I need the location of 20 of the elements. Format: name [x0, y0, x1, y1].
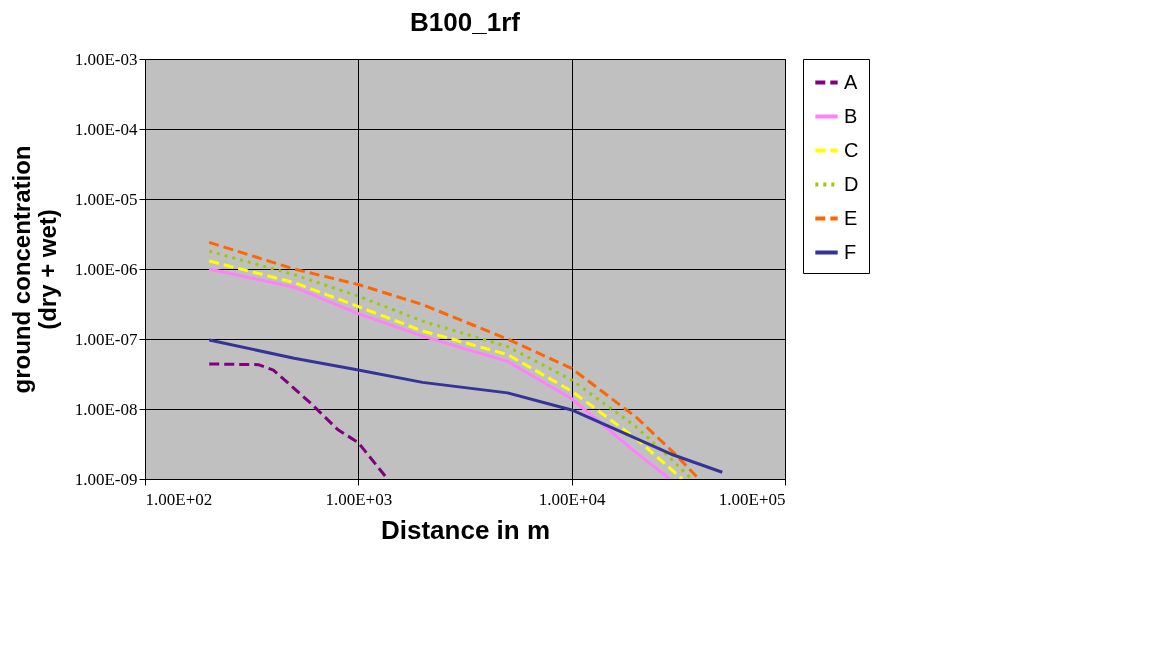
y-tick-label: 1.00E-05	[74, 189, 138, 209]
y-axis-title: ground concentration (dry + wet)	[7, 145, 61, 394]
x-axis-title: Distance in m	[380, 514, 551, 545]
legend-label: D	[844, 172, 859, 195]
y-tick-label: 1.00E-04	[74, 119, 138, 139]
x-tick-label: 1.00E+02	[145, 489, 213, 509]
y-tick-label: 1.00E-06	[74, 259, 138, 279]
legend-label: B	[844, 104, 858, 127]
legend-label: F	[844, 240, 857, 263]
chart-title: B100_1rf	[410, 7, 521, 37]
legend-label: C	[844, 138, 859, 161]
x-tick-label: 1.00E+04	[538, 489, 607, 509]
y-tick-label: 1.00E-08	[74, 399, 138, 419]
legend-label: A	[844, 70, 858, 93]
y-tick-label: 1.00E-07	[74, 329, 138, 349]
x-tick-label: 1.00E+03	[325, 489, 393, 509]
y-tick-label: 1.00E-03	[74, 49, 138, 69]
x-tick-label: 1.00E+05	[718, 489, 786, 509]
legend-label: E	[844, 206, 858, 229]
y-tick-label: 1.00E-09	[74, 469, 138, 489]
